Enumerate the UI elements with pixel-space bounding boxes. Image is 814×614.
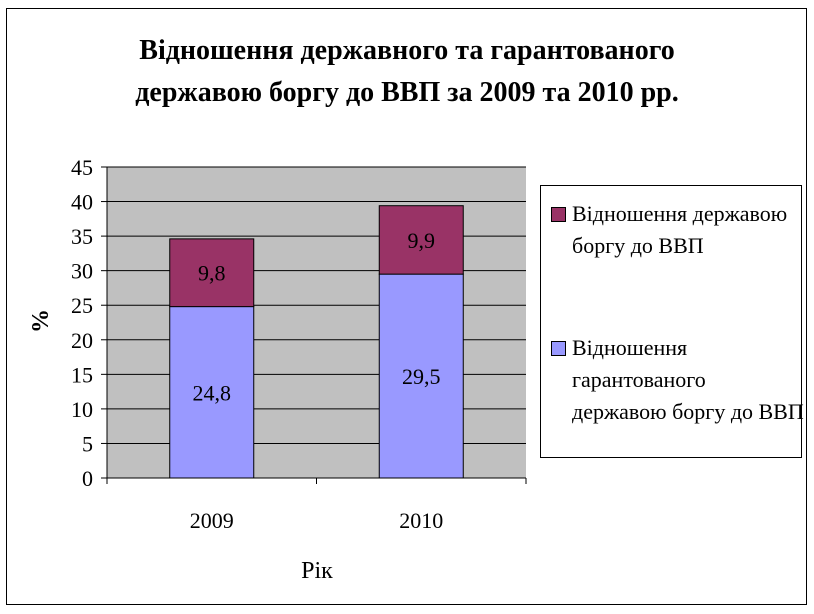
y-tick-label: 0 [82,466,93,491]
y-tick-label: 10 [71,397,93,422]
legend: Відношення державою боргу до ВВП Відноше… [540,185,804,458]
data-label: 9,8 [198,261,226,286]
chart-title-line-1: Відношення державного та гарантованого [139,35,675,66]
y-tick-label: 5 [82,431,93,456]
legend-label-state-debt: Відношення державою боргу до ВВП [572,201,788,258]
data-label: 29,5 [402,364,441,389]
legend-label-guaranteed-debt: Відношення гарантованого державою боргу … [572,335,804,424]
y-tick-label: 25 [71,293,93,318]
legend-item-state-debt: Відношення державою боргу до ВВП [551,198,804,262]
y-tick-label: 20 [71,328,93,353]
x-tick-label: 2010 [399,508,443,533]
y-tick-label: 35 [71,224,93,249]
y-tick-label: 40 [71,190,93,215]
data-label: 24,8 [193,380,232,405]
bar-2010-series-0 [378,273,464,479]
bar-2009-series-0 [169,306,255,479]
legend-item-guaranteed-debt: Відношення гарантованого державою боргу … [551,332,804,428]
legend-swatch-guaranteed-debt [551,341,566,356]
y-tick-label: 30 [71,259,93,284]
x-tick-label: 2009 [190,508,234,533]
x-axis-title: Рік [301,558,333,584]
y-tick-label: 15 [71,362,93,387]
y-axis-title: % [28,309,54,333]
chart-title-line-2: державою боргу до ВВП за 2009 та 2010 рр… [135,77,679,108]
data-label: 9,9 [408,228,436,253]
y-tick-label: 45 [71,155,93,180]
legend-swatch-state-debt [551,207,566,222]
chart-title: Відношення державного та гарантованого д… [0,30,814,114]
bar-2009-series-1 [169,238,255,308]
bar-2010-series-1 [378,205,464,275]
